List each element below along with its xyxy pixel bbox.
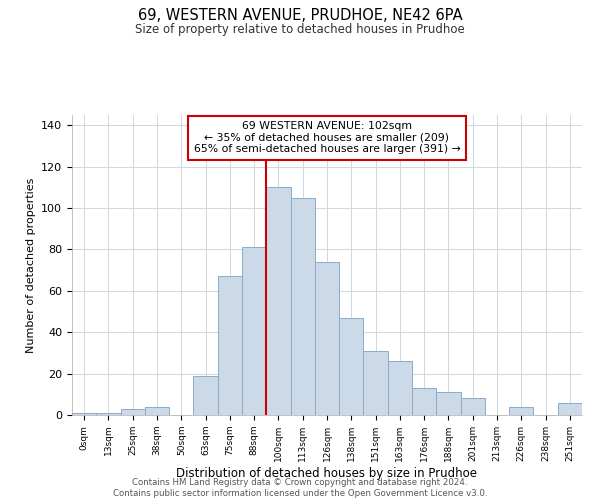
Bar bbox=[242, 248, 266, 415]
X-axis label: Distribution of detached houses by size in Prudhoe: Distribution of detached houses by size … bbox=[176, 466, 478, 479]
Text: Size of property relative to detached houses in Prudhoe: Size of property relative to detached ho… bbox=[135, 22, 465, 36]
Bar bbox=[339, 318, 364, 415]
Bar bbox=[96, 413, 121, 415]
Text: 69, WESTERN AVENUE, PRUDHOE, NE42 6PA: 69, WESTERN AVENUE, PRUDHOE, NE42 6PA bbox=[137, 8, 463, 22]
Bar bbox=[266, 188, 290, 415]
Bar bbox=[364, 351, 388, 415]
Bar bbox=[218, 276, 242, 415]
Text: 69 WESTERN AVENUE: 102sqm
← 35% of detached houses are smaller (209)
65% of semi: 69 WESTERN AVENUE: 102sqm ← 35% of detac… bbox=[194, 121, 460, 154]
Bar bbox=[558, 402, 582, 415]
Bar bbox=[121, 409, 145, 415]
Bar bbox=[461, 398, 485, 415]
Text: Contains HM Land Registry data © Crown copyright and database right 2024.
Contai: Contains HM Land Registry data © Crown c… bbox=[113, 478, 487, 498]
Bar bbox=[315, 262, 339, 415]
Bar bbox=[388, 361, 412, 415]
Bar bbox=[290, 198, 315, 415]
Bar bbox=[72, 413, 96, 415]
Y-axis label: Number of detached properties: Number of detached properties bbox=[26, 178, 35, 352]
Bar bbox=[193, 376, 218, 415]
Bar bbox=[145, 406, 169, 415]
Bar bbox=[436, 392, 461, 415]
Bar bbox=[509, 406, 533, 415]
Bar bbox=[412, 388, 436, 415]
